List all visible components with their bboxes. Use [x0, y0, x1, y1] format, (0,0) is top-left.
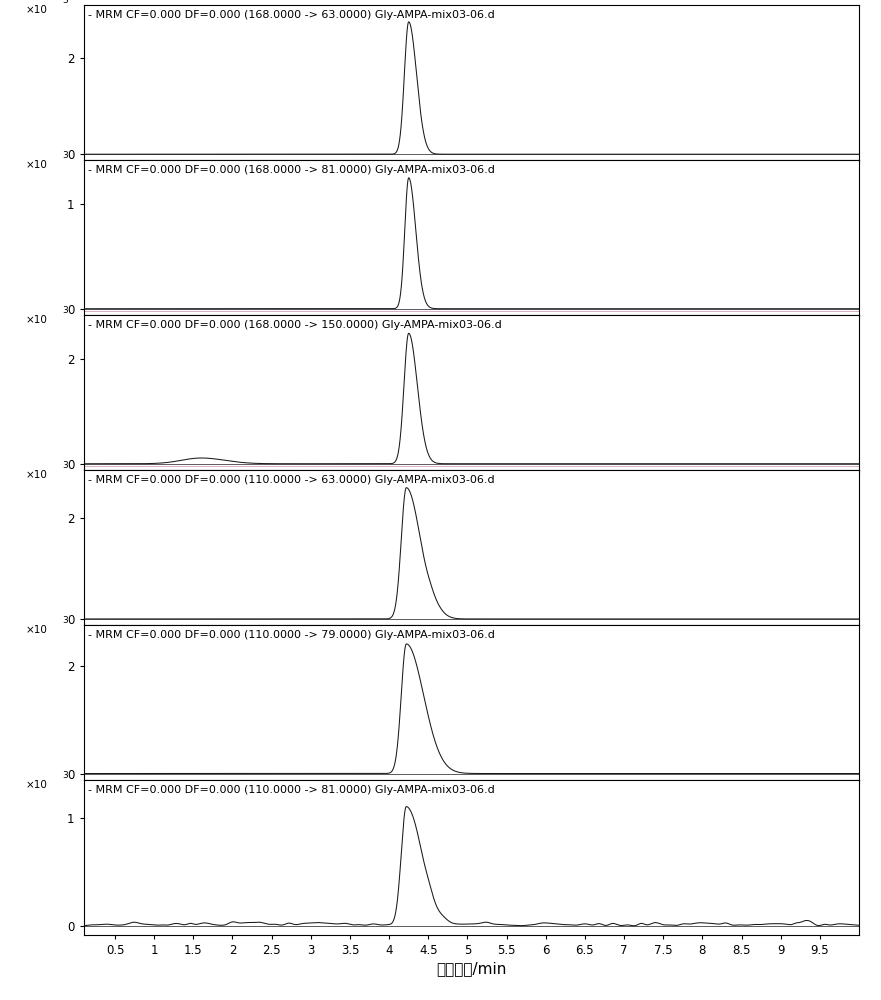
Text: - MRM CF=0.000 DF=0.000 (168.0000 -> 63.0000) Gly-AMPA-mix03-06.d: - MRM CF=0.000 DF=0.000 (168.0000 -> 63.… — [87, 10, 494, 20]
Text: 3: 3 — [62, 771, 68, 780]
Text: ×10: ×10 — [26, 315, 48, 325]
Text: ×10: ×10 — [26, 160, 48, 170]
Text: - MRM CF=0.000 DF=0.000 (168.0000 -> 150.0000) Gly-AMPA-mix03-06.d: - MRM CF=0.000 DF=0.000 (168.0000 -> 150… — [87, 320, 501, 330]
Text: - MRM CF=0.000 DF=0.000 (168.0000 -> 81.0000) Gly-AMPA-mix03-06.d: - MRM CF=0.000 DF=0.000 (168.0000 -> 81.… — [87, 165, 494, 175]
Text: ×10: ×10 — [26, 625, 48, 635]
Text: ×10: ×10 — [26, 5, 48, 15]
Text: 3: 3 — [62, 461, 68, 470]
Text: 3: 3 — [62, 0, 68, 5]
Text: ×10: ×10 — [26, 470, 48, 480]
Text: - MRM CF=0.000 DF=0.000 (110.0000 -> 81.0000) Gly-AMPA-mix03-06.d: - MRM CF=0.000 DF=0.000 (110.0000 -> 81.… — [87, 785, 494, 795]
X-axis label: 保留时间/min: 保留时间/min — [436, 961, 507, 976]
Text: - MRM CF=0.000 DF=0.000 (110.0000 -> 79.0000) Gly-AMPA-mix03-06.d: - MRM CF=0.000 DF=0.000 (110.0000 -> 79.… — [87, 630, 494, 640]
Text: - MRM CF=0.000 DF=0.000 (110.0000 -> 63.0000) Gly-AMPA-mix03-06.d: - MRM CF=0.000 DF=0.000 (110.0000 -> 63.… — [87, 475, 494, 485]
Text: 3: 3 — [62, 616, 68, 625]
Text: 3: 3 — [62, 306, 68, 315]
Text: 3: 3 — [62, 151, 68, 160]
Text: ×10: ×10 — [26, 780, 48, 790]
